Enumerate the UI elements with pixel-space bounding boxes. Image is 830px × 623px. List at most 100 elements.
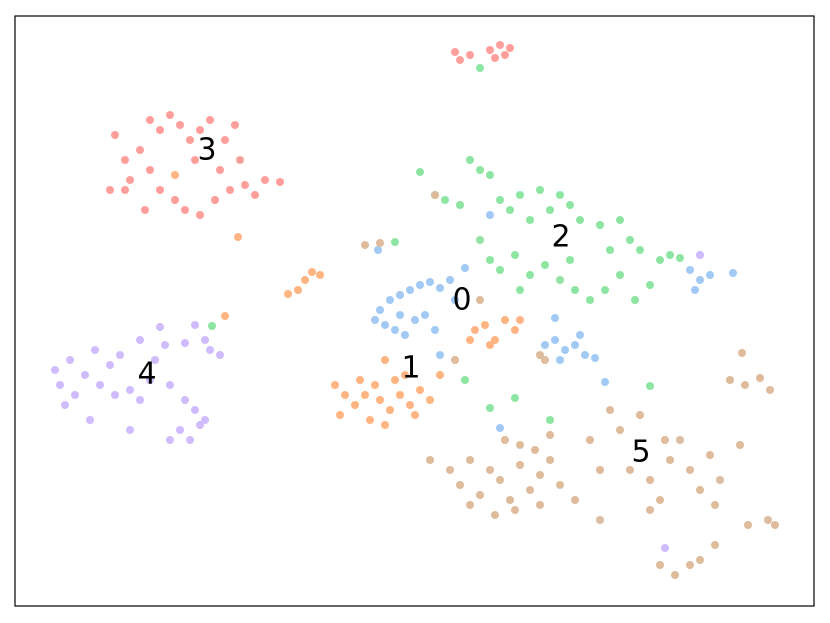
point (361, 241, 369, 249)
point (376, 306, 384, 314)
point (571, 496, 579, 504)
point (656, 496, 664, 504)
point (486, 404, 494, 412)
plot-frame (14, 15, 815, 607)
point (506, 44, 514, 52)
point (556, 356, 564, 364)
point (666, 251, 674, 259)
point (496, 476, 504, 484)
point (166, 111, 174, 119)
point (738, 349, 746, 357)
point (431, 191, 439, 199)
point (186, 136, 194, 144)
point (566, 256, 574, 264)
point (156, 323, 164, 331)
point (676, 254, 684, 262)
point (711, 501, 719, 509)
point (476, 64, 484, 72)
point (146, 116, 154, 124)
point (376, 396, 384, 404)
point (181, 396, 189, 404)
point (501, 436, 509, 444)
point (416, 386, 424, 394)
cluster-label: 2 (551, 220, 570, 255)
point (374, 246, 382, 254)
point (646, 281, 654, 289)
point (276, 178, 284, 186)
point (386, 406, 394, 414)
point (351, 401, 359, 409)
point (436, 371, 444, 379)
point (416, 281, 424, 289)
point (646, 476, 654, 484)
point (456, 481, 464, 489)
point (606, 246, 614, 254)
point (171, 171, 179, 179)
point (546, 206, 554, 214)
point (136, 336, 144, 344)
point (126, 386, 134, 394)
point (526, 216, 534, 224)
point (501, 51, 509, 59)
point (741, 381, 749, 389)
point (446, 276, 454, 284)
point (191, 406, 199, 414)
cluster-label: 4 (137, 357, 156, 392)
point (206, 346, 214, 354)
point (406, 401, 414, 409)
point (541, 341, 549, 349)
point (556, 481, 564, 489)
point (744, 521, 752, 529)
point (556, 276, 564, 284)
point (526, 271, 534, 279)
point (706, 451, 714, 459)
point (696, 486, 704, 494)
point (729, 269, 737, 277)
point (561, 346, 569, 354)
point (396, 291, 404, 299)
point (251, 191, 259, 199)
point (136, 146, 144, 154)
point (516, 191, 524, 199)
point (51, 366, 59, 374)
point (301, 276, 309, 284)
point (81, 371, 89, 379)
point (231, 121, 239, 129)
point (191, 321, 199, 329)
point (211, 196, 219, 204)
point (676, 436, 684, 444)
point (226, 186, 234, 194)
point (451, 48, 459, 56)
point (331, 381, 339, 389)
point (216, 166, 224, 174)
point (436, 284, 444, 292)
point (401, 371, 409, 379)
point (506, 496, 514, 504)
point (426, 456, 434, 464)
point (141, 206, 149, 214)
point (316, 271, 324, 279)
point (411, 316, 419, 324)
point (61, 401, 69, 409)
point (516, 316, 524, 324)
point (596, 221, 604, 229)
point (71, 391, 79, 399)
point (586, 436, 594, 444)
point (591, 354, 599, 362)
point (581, 351, 589, 359)
point (161, 341, 169, 349)
point (466, 51, 474, 59)
point (471, 326, 479, 334)
point (166, 436, 174, 444)
point (466, 156, 474, 164)
point (176, 121, 184, 129)
point (221, 136, 229, 144)
point (491, 54, 499, 62)
point (421, 311, 429, 319)
point (496, 424, 504, 432)
point (496, 41, 504, 49)
point (771, 521, 779, 529)
point (116, 351, 124, 359)
point (766, 386, 774, 394)
point (206, 116, 214, 124)
